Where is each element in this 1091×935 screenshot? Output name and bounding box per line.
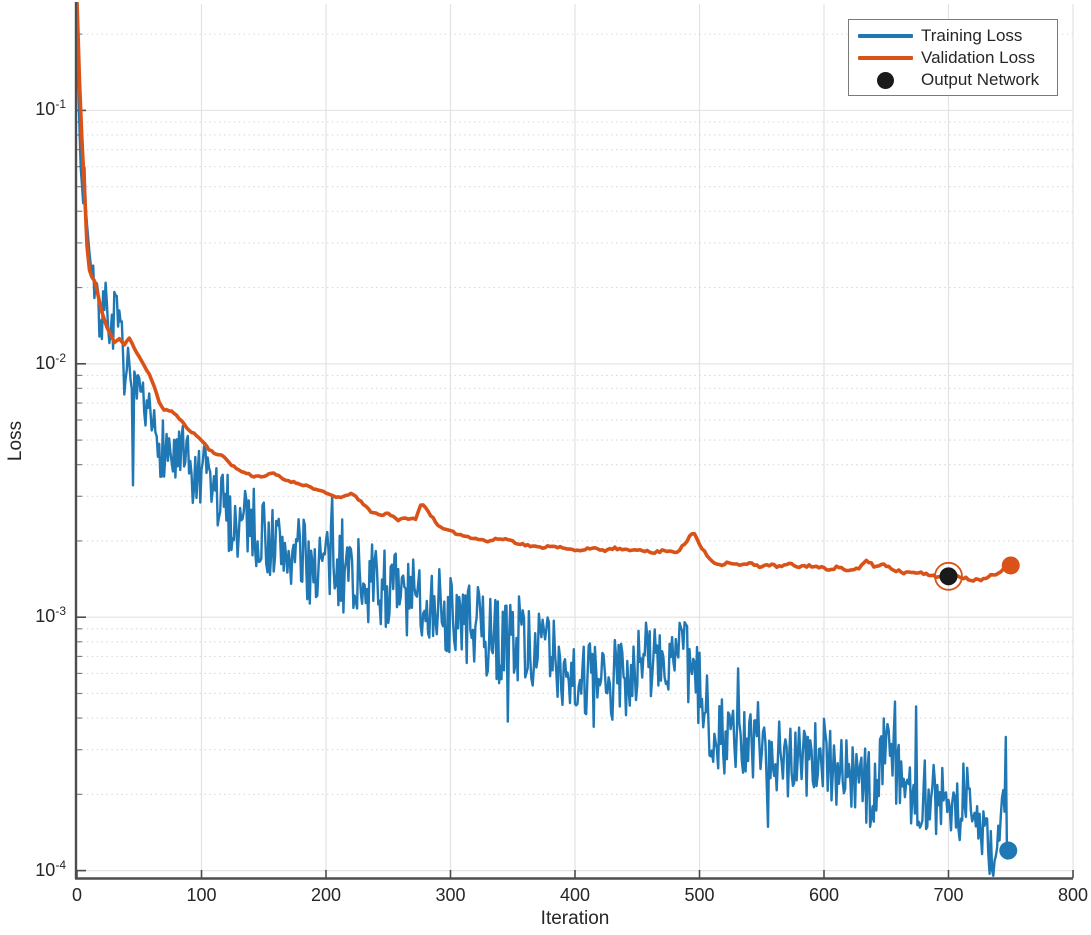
legend-label-output-network: Output Network [921,70,1040,89]
training-loss-swatch-wrap [849,34,921,38]
validation-end-marker [1001,556,1020,575]
output-network-marker-ring [934,561,963,591]
y-axis-label: Loss [5,420,26,462]
training-loss-line-swatch [857,34,913,38]
x-axis-label: Iteration [540,908,610,929]
training-loss-line [77,4,1010,877]
legend-item-validation-loss: Validation Loss [849,47,1057,69]
output-network-dot-swatch [876,71,894,89]
legend-item-training-loss: Training Loss [849,25,1057,47]
output-network-swatch-wrap [849,71,921,89]
validation-loss-line-swatch [857,56,913,60]
validation-loss-line [77,2,1013,583]
legend-label-training-loss: Training Loss [921,26,1023,45]
output-network-marker [939,567,958,586]
legend-label-validation-loss: Validation Loss [921,48,1036,67]
legend: Training Loss Validation Loss Output Net… [848,19,1058,96]
training-end-marker [999,841,1018,860]
validation-loss-swatch-wrap [849,56,921,60]
legend-item-output-network: Output Network [849,69,1057,91]
